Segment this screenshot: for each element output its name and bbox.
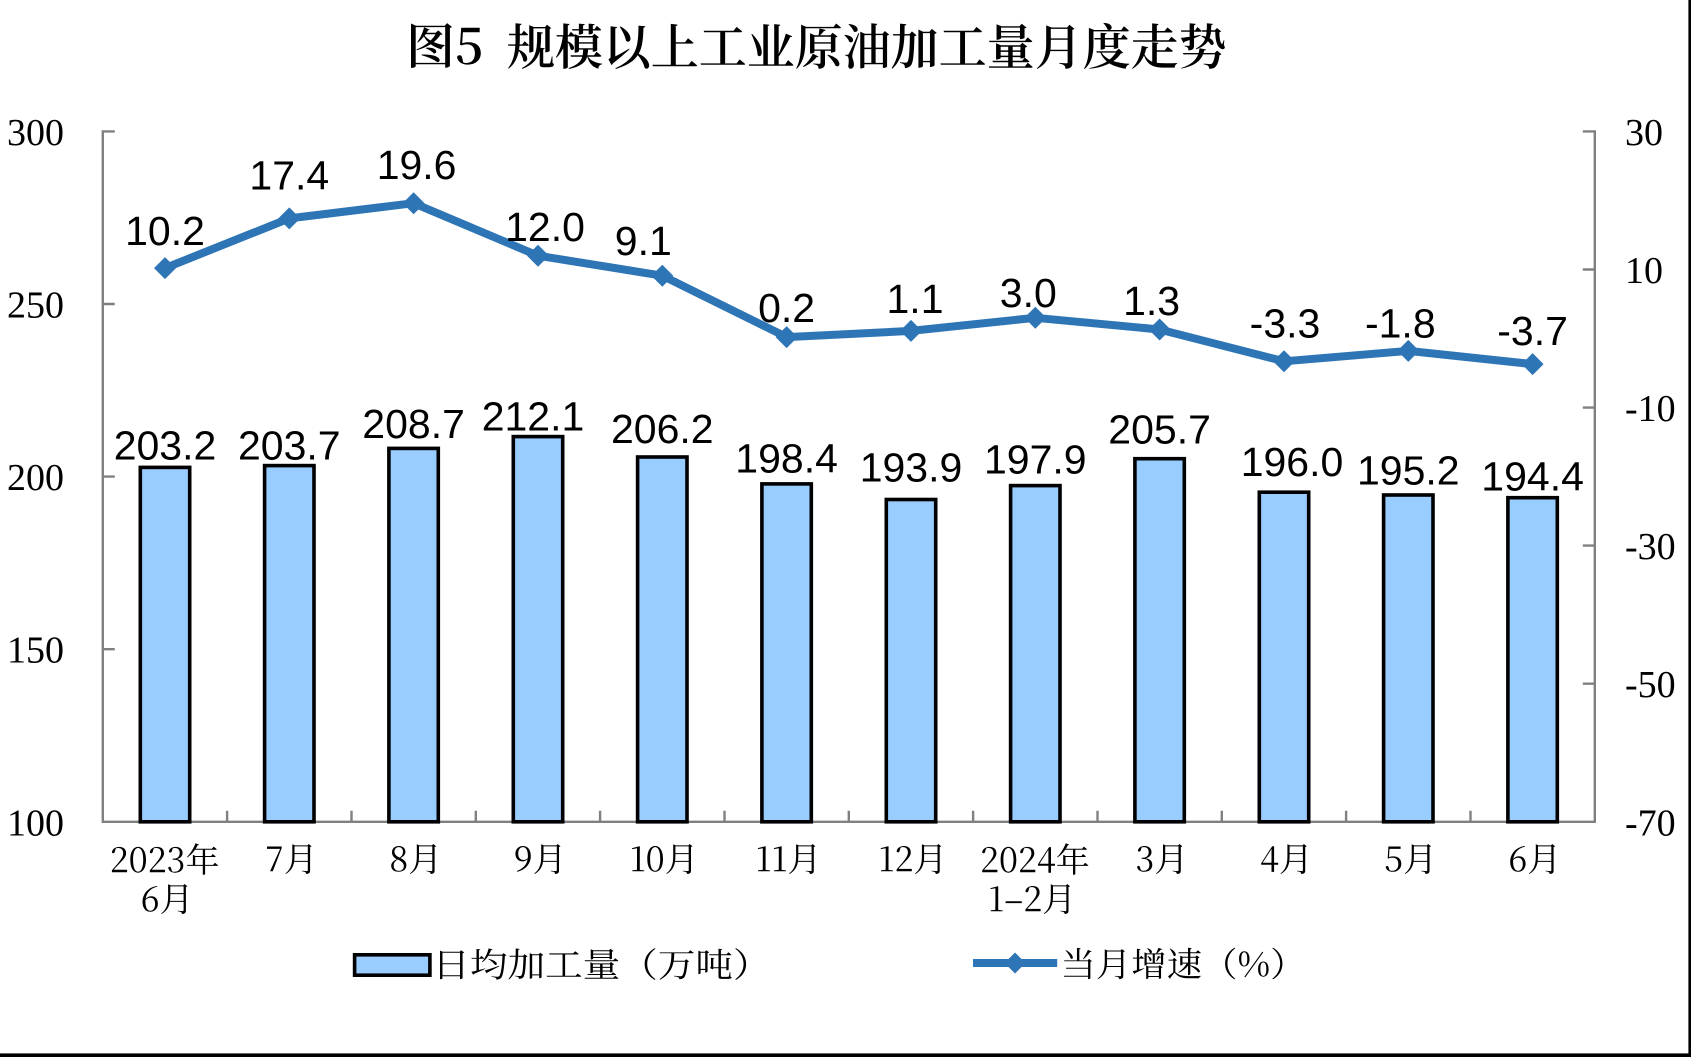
svg-text:10.2: 10.2	[125, 208, 205, 254]
svg-text:197.9: 197.9	[984, 437, 1087, 483]
svg-text:250: 250	[7, 285, 64, 327]
svg-text:3.0: 3.0	[1000, 270, 1057, 316]
svg-text:-3.7: -3.7	[1497, 308, 1568, 354]
svg-text:10: 10	[1625, 250, 1663, 292]
svg-text:150: 150	[7, 630, 64, 672]
svg-text:30: 30	[1625, 112, 1663, 154]
svg-text:195.2: 195.2	[1357, 448, 1460, 494]
svg-text:-10: -10	[1625, 388, 1676, 430]
svg-text:203.2: 203.2	[114, 423, 217, 469]
svg-text:206.2: 206.2	[611, 406, 714, 452]
svg-text:198.4: 198.4	[735, 436, 838, 482]
svg-text:17.4: 17.4	[249, 153, 329, 199]
svg-text:196.0: 196.0	[1241, 439, 1344, 485]
svg-text:19.6: 19.6	[377, 142, 457, 188]
svg-text:203.7: 203.7	[238, 423, 341, 469]
svg-text:205.7: 205.7	[1108, 407, 1211, 453]
svg-text:100: 100	[7, 802, 64, 844]
svg-text:194.4: 194.4	[1481, 454, 1584, 500]
svg-text:-70: -70	[1625, 802, 1676, 844]
svg-text:1.3: 1.3	[1123, 278, 1180, 324]
svg-text:1.1: 1.1	[887, 276, 944, 322]
svg-text:12.0: 12.0	[505, 204, 585, 250]
svg-text:-30: -30	[1625, 526, 1676, 568]
svg-text:0.2: 0.2	[758, 285, 815, 331]
svg-text:-3.3: -3.3	[1250, 301, 1321, 347]
svg-text:200: 200	[7, 457, 64, 499]
svg-text:9.1: 9.1	[615, 218, 672, 264]
svg-text:208.7: 208.7	[362, 401, 465, 447]
svg-text:-1.8: -1.8	[1365, 301, 1436, 347]
svg-text:-50: -50	[1625, 664, 1676, 706]
svg-text:212.1: 212.1	[482, 394, 585, 440]
svg-text:193.9: 193.9	[860, 445, 963, 491]
svg-text:300: 300	[7, 112, 64, 154]
